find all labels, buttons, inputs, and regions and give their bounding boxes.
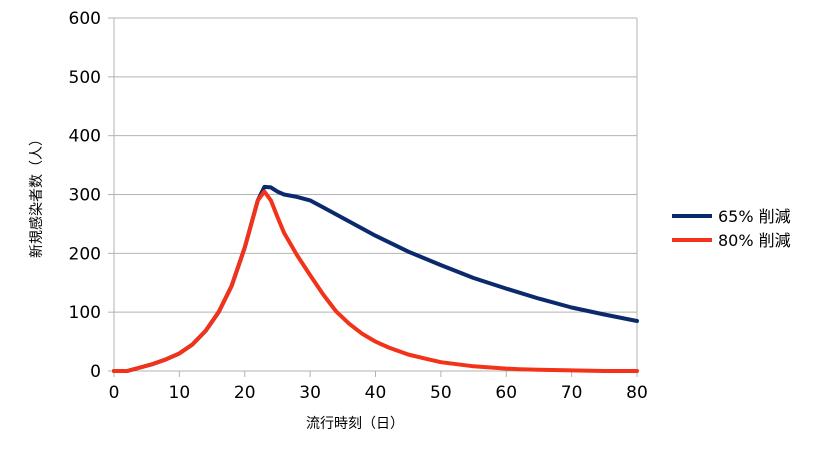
gridlines xyxy=(114,17,637,313)
x-tick-label-20: 20 xyxy=(234,383,256,403)
x-axis-ticks: 0 10 20 30 40 50 60 70 80 xyxy=(109,371,648,403)
y-tick-label-500: 500 xyxy=(69,68,101,88)
y-tick-label-400: 400 xyxy=(69,127,101,147)
x-tick-label-0: 0 xyxy=(109,383,120,403)
x-tick-label-30: 30 xyxy=(299,383,321,403)
x-tick-label-10: 10 xyxy=(169,383,191,403)
y-tick-label-0: 0 xyxy=(90,362,101,382)
y-tick-label-300: 300 xyxy=(69,186,101,206)
y-axis-title: 新規感染者数（人） xyxy=(28,132,45,258)
x-axis-title: 流行時刻（日） xyxy=(306,416,404,432)
y-tick-label-100: 100 xyxy=(69,303,101,323)
x-tick-label-70: 70 xyxy=(561,383,583,403)
x-tick-label-50: 50 xyxy=(430,383,452,403)
x-tick-label-80: 80 xyxy=(626,383,648,403)
series-lines xyxy=(112,184,639,373)
legend-label-80-reduction: 80% 削減 xyxy=(718,231,791,250)
x-tick-label-60: 60 xyxy=(495,383,517,403)
legend-label-65-reduction: 65% 削減 xyxy=(718,207,791,226)
y-tick-label-600: 600 xyxy=(69,9,101,29)
series-line-80-reduction xyxy=(112,189,639,373)
y-tick-label-200: 200 xyxy=(69,244,101,264)
x-tick-label-40: 40 xyxy=(365,383,387,403)
y-axis-ticks: 0 100 200 300 400 500 600 xyxy=(69,9,114,382)
legend: 65% 削減 80% 削減 xyxy=(672,207,791,250)
